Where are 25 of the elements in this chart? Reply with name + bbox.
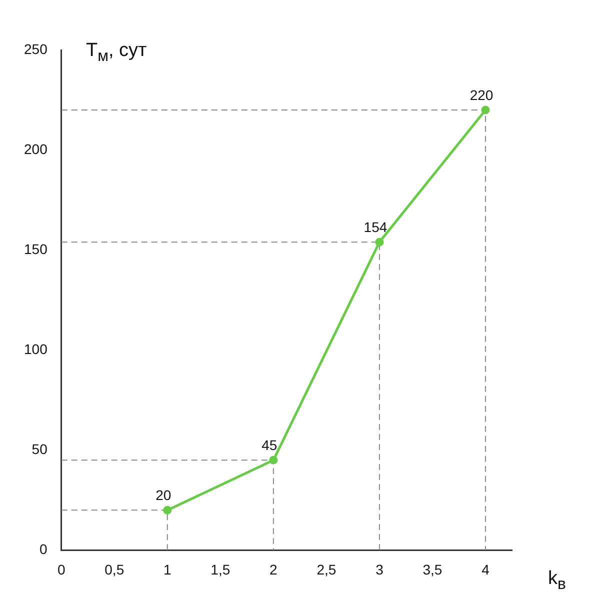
x-tick-label: 2 xyxy=(270,561,278,578)
data-label: 45 xyxy=(262,437,278,454)
point xyxy=(269,456,278,464)
y-tick-label: 200 xyxy=(24,140,48,157)
point xyxy=(375,238,384,246)
x-axis-title: k$_{в}$ xyxy=(548,568,566,594)
y-tick-label: 50 xyxy=(32,441,48,458)
y-tick-label: 0 xyxy=(40,541,48,558)
x-tick-label: 0,5 xyxy=(104,561,124,578)
x-tick-label: 0 xyxy=(57,561,66,578)
data-label: 220 xyxy=(470,86,494,103)
y-tick-label: 100 xyxy=(24,340,48,357)
x-tick-label: 1 xyxy=(163,561,172,578)
x-tick-label: 4 xyxy=(482,561,490,578)
x-tick-label: 2,5 xyxy=(316,561,336,578)
y-tick-label: 150 xyxy=(24,240,48,257)
data-label: 20 xyxy=(156,487,172,504)
x-tick-label: 3,5 xyxy=(422,561,442,578)
point xyxy=(481,106,490,114)
x-tick-label: 1,5 xyxy=(210,561,230,578)
y-axis-title: T$_{м}$, сут xyxy=(86,40,147,66)
x-tick-label: 3 xyxy=(376,561,384,578)
y-tick-label: 250 xyxy=(24,40,48,57)
point xyxy=(163,506,172,514)
data-label: 154 xyxy=(364,218,388,235)
